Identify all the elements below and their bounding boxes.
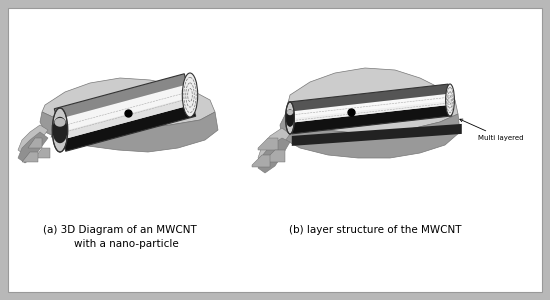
Polygon shape	[54, 74, 187, 119]
Polygon shape	[35, 148, 50, 158]
Polygon shape	[28, 138, 42, 148]
Polygon shape	[292, 124, 462, 146]
Text: Multi layered: Multi layered	[460, 119, 524, 141]
Polygon shape	[18, 125, 48, 155]
Ellipse shape	[52, 108, 68, 152]
Polygon shape	[63, 105, 196, 151]
Polygon shape	[265, 150, 285, 162]
Ellipse shape	[287, 110, 293, 115]
Ellipse shape	[285, 102, 294, 134]
Text: (a) 3D Diagram of an MWCNT
    with a nano-particle: (a) 3D Diagram of an MWCNT with a nano-p…	[43, 225, 197, 249]
Polygon shape	[280, 114, 460, 158]
Polygon shape	[288, 84, 449, 112]
Polygon shape	[54, 74, 196, 151]
Polygon shape	[40, 112, 218, 152]
Polygon shape	[285, 68, 458, 133]
Text: (b) layer structure of the MWCNT: (b) layer structure of the MWCNT	[289, 225, 461, 235]
FancyBboxPatch shape	[8, 8, 542, 292]
Ellipse shape	[285, 109, 294, 127]
Polygon shape	[258, 138, 278, 150]
Polygon shape	[258, 128, 290, 163]
Polygon shape	[289, 94, 450, 119]
Polygon shape	[22, 152, 38, 162]
Polygon shape	[290, 101, 450, 123]
Ellipse shape	[54, 118, 65, 127]
Polygon shape	[258, 138, 290, 173]
Ellipse shape	[182, 73, 197, 117]
Ellipse shape	[52, 117, 68, 143]
Polygon shape	[288, 84, 452, 134]
Polygon shape	[42, 78, 215, 128]
Polygon shape	[290, 105, 452, 134]
Polygon shape	[60, 97, 192, 140]
Polygon shape	[57, 84, 190, 132]
Polygon shape	[18, 132, 48, 163]
Polygon shape	[51, 86, 189, 138]
Ellipse shape	[446, 84, 454, 116]
Polygon shape	[252, 155, 270, 167]
